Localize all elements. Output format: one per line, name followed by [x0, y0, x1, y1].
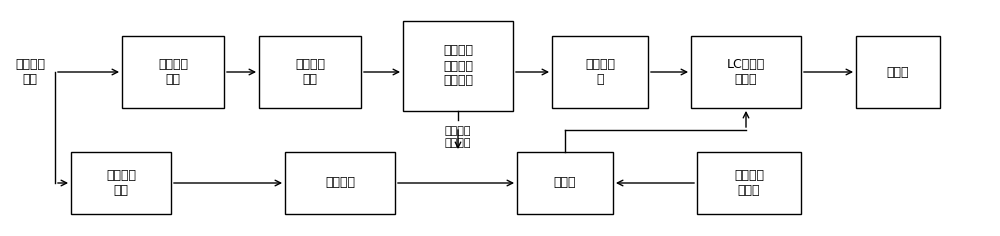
Bar: [552, 36, 648, 108]
Bar: [285, 152, 395, 214]
Bar: [517, 152, 613, 214]
Text: 辅助电源
电路: 辅助电源 电路: [106, 169, 136, 197]
Text: LC并联谐
振网络: LC并联谐 振网络: [727, 58, 765, 86]
Text: 交流市电
输入: 交流市电 输入: [15, 58, 45, 86]
Text: 过电压保
护电路: 过电压保 护电路: [734, 169, 764, 197]
Bar: [122, 36, 224, 108]
Text: 采样反馈
电压信号: 采样反馈 电压信号: [445, 126, 471, 148]
Bar: [259, 36, 361, 108]
Bar: [697, 152, 801, 214]
Bar: [691, 36, 801, 108]
Text: 控制电路: 控制电路: [325, 177, 355, 190]
Bar: [856, 36, 940, 108]
Bar: [71, 152, 171, 214]
Text: 灯负载: 灯负载: [887, 66, 909, 79]
Text: 开关管: 开关管: [554, 177, 576, 190]
Text: 桥式整流
电路: 桥式整流 电路: [295, 58, 325, 86]
Text: 隔离二极
管: 隔离二极 管: [585, 58, 615, 86]
Bar: [403, 21, 513, 111]
Text: 滤波电路
功率因数
校正电路: 滤波电路 功率因数 校正电路: [443, 45, 473, 88]
Text: 高频滤波
电路: 高频滤波 电路: [158, 58, 188, 86]
